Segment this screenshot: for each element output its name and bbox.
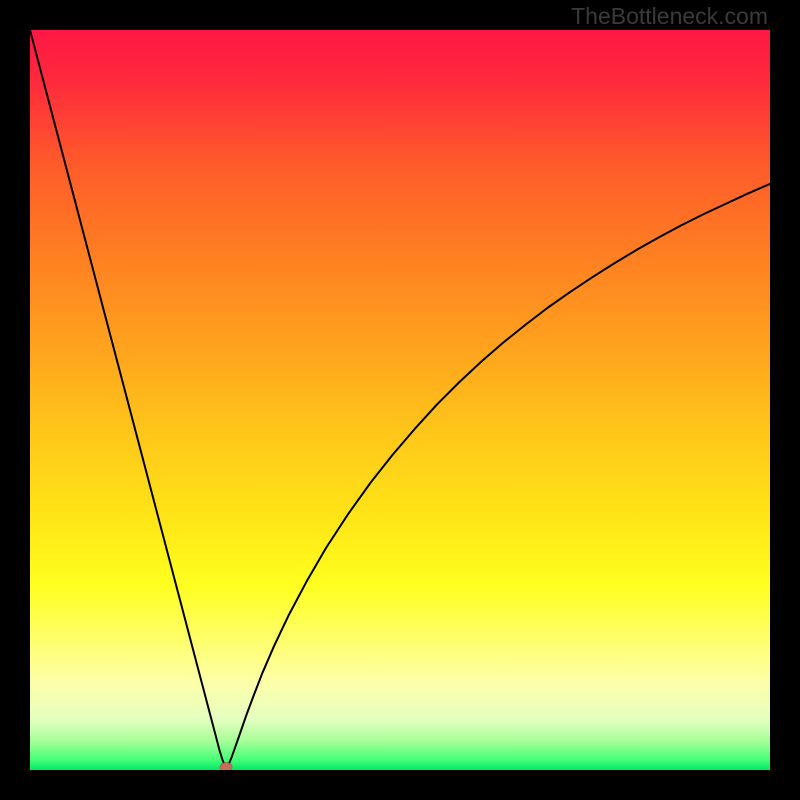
minimum-marker xyxy=(220,763,232,770)
bottleneck-curve xyxy=(30,30,770,767)
watermark-text: TheBottleneck.com xyxy=(571,3,768,30)
curve-layer xyxy=(30,30,770,770)
chart-frame: TheBottleneck.com xyxy=(0,0,800,800)
plot-area xyxy=(30,30,770,770)
